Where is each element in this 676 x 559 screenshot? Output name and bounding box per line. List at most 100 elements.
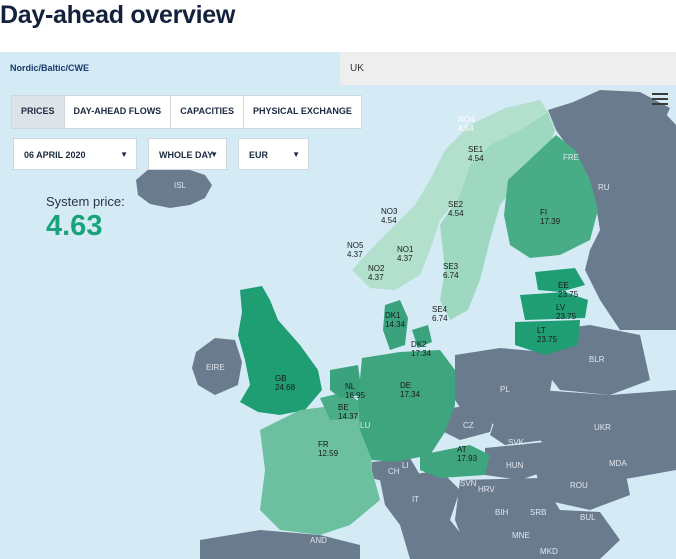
zone-price-fr: 12.59 [318,449,339,458]
zone-name-ee: EE [558,281,569,290]
area-fr-shape[interactable] [260,405,380,535]
country-cz-shape [440,405,495,440]
area-ee-shape[interactable] [535,268,585,292]
country-label-mda: MDA [609,459,627,468]
zone-name-fr: FR [318,440,329,449]
zone-price-dk1: 14.34 [385,320,406,329]
country-label-ru: RU [598,183,610,192]
country-label-pl: PL [500,385,510,394]
zone-name-no4: NO4 [458,115,475,124]
zone-name-dk2: DK2 [411,340,427,349]
area-lt-shape[interactable] [515,320,580,355]
country-label-mne: MNE [512,531,530,540]
country-label-lu: LU [360,421,370,430]
country-label-it: IT [412,495,419,504]
zone-name-se3: SE3 [443,262,459,271]
zone-name-gb: GB [275,374,287,383]
country-isl-shape [136,165,212,208]
tab-physical-exchange[interactable]: PHYSICAL EXCHANGE [253,106,352,116]
region-bar: Nordic/Baltic/CWE UK [0,52,676,85]
country-balkans-shape [455,478,620,559]
date-select-value: 06 APRIL 2020 [24,150,86,160]
country-label-isl: ISL [174,181,187,190]
currency-select[interactable]: EUR ▼ [238,138,309,170]
country-label-srb: SRB [530,508,546,517]
zone-price-fi: 17.39 [540,217,561,226]
area-lv-shape[interactable] [520,292,588,320]
area-no-shape[interactable] [352,100,548,290]
region-tab-uk[interactable]: UK [340,52,676,85]
zone-name-se2: SE2 [448,200,464,209]
zone-price-nl: 16.95 [345,391,366,400]
price-map: NO4 4.54 SE1 4.54 SE2 4.54 NO3 4.54 NO5 4.37 NO1 4.… [0,85,676,559]
tab-capacities[interactable]: CAPACITIES [171,96,245,128]
tab-bar: PRICES DAY-AHEAD FLOWS CAPACITIES PHYSIC… [11,95,362,129]
zone-name-no3: NO3 [381,207,398,216]
zone-name-fi: FI [540,208,547,217]
zone-name-nl: NL [345,382,356,391]
zone-name-se4: SE4 [432,305,448,314]
zone-price-dk2: 17.34 [411,349,432,358]
country-label-cz: CZ [463,421,474,430]
zone-name-dk1: DK1 [385,311,401,320]
country-label-ch: CH [388,467,400,476]
zone-price-no2: 4.37 [368,273,384,282]
zone-price-lv: 23.75 [556,312,577,321]
country-label-ukr: UKR [594,423,611,432]
country-label-mkd: MKD [540,547,558,556]
tab-day-ahead-flows[interactable]: DAY-AHEAD FLOWS [65,96,172,128]
country-eire-shape [192,338,242,395]
zone-price-se1: 4.54 [468,154,484,163]
area-dk1-shape[interactable] [383,300,408,350]
region-tab-nordic[interactable]: Nordic/Baltic/CWE [0,52,340,85]
country-ru-kola-shape [560,90,670,155]
zone-name-no1: NO1 [397,245,414,254]
area-nl-shape[interactable] [330,365,362,398]
chevron-down-icon: ▼ [120,150,128,159]
country-label-and: AND [310,536,327,545]
country-pl-shape [455,348,552,425]
country-label-hun: HUN [506,461,524,470]
country-label-hrv: HRV [478,485,495,494]
country-it-shape [380,470,480,559]
zone-name-no5: NO5 [347,241,364,250]
chevron-down-icon: ▼ [292,150,300,159]
zone-name-se1: SE1 [468,145,484,154]
area-be-shape[interactable] [320,392,360,420]
zone-price-be: 14.37 [338,412,359,421]
zone-price-no5: 4.37 [347,250,363,259]
country-label-li: LI [402,461,409,470]
chevron-down-icon: ▼ [210,150,218,159]
zone-price-at: 17.93 [457,454,478,463]
zone-price-no1: 4.37 [397,254,413,263]
system-price-value: 4.63 [46,210,103,242]
zone-name-no2: NO2 [368,264,385,273]
country-label-rou: ROU [570,481,588,490]
zone-name-at: AT [457,445,467,454]
area-fi-shape[interactable] [504,135,598,258]
zone-price-de: 17.34 [400,390,421,399]
area-dk2-shape[interactable] [412,325,432,348]
area-gb-shape[interactable] [238,286,322,415]
country-label-fre: FRE [563,153,579,162]
page-title: Day-ahead overview [0,1,235,29]
period-select[interactable]: WHOLE DAY ▼ [148,138,227,170]
system-price-label: System price: [46,194,125,209]
country-label-eire: EIRE [206,363,225,372]
zone-name-be: BE [338,403,349,412]
country-label-blr: BLR [589,355,605,364]
zone-price-se4: 6.74 [432,314,448,323]
zone-price-ee: 23.75 [558,290,579,299]
tab-prices[interactable]: PRICES [12,96,65,128]
zone-price-se3: 6.74 [443,271,459,280]
country-label-bih: BIH [495,508,509,517]
zone-price-no4: 4.54 [458,124,474,133]
area-at-shape[interactable] [420,445,490,478]
date-select[interactable]: 06 APRIL 2020 ▼ [13,138,137,170]
zone-price-se2: 4.54 [448,209,464,218]
country-svk-shape [490,420,545,445]
country-es-shape [200,530,360,559]
map-canvas: NO44.54SE14.54SE24.54NO34.54NO54.37NO14.… [136,90,676,559]
area-de-shape[interactable] [358,350,455,462]
hamburger-menu-icon[interactable] [652,93,668,107]
